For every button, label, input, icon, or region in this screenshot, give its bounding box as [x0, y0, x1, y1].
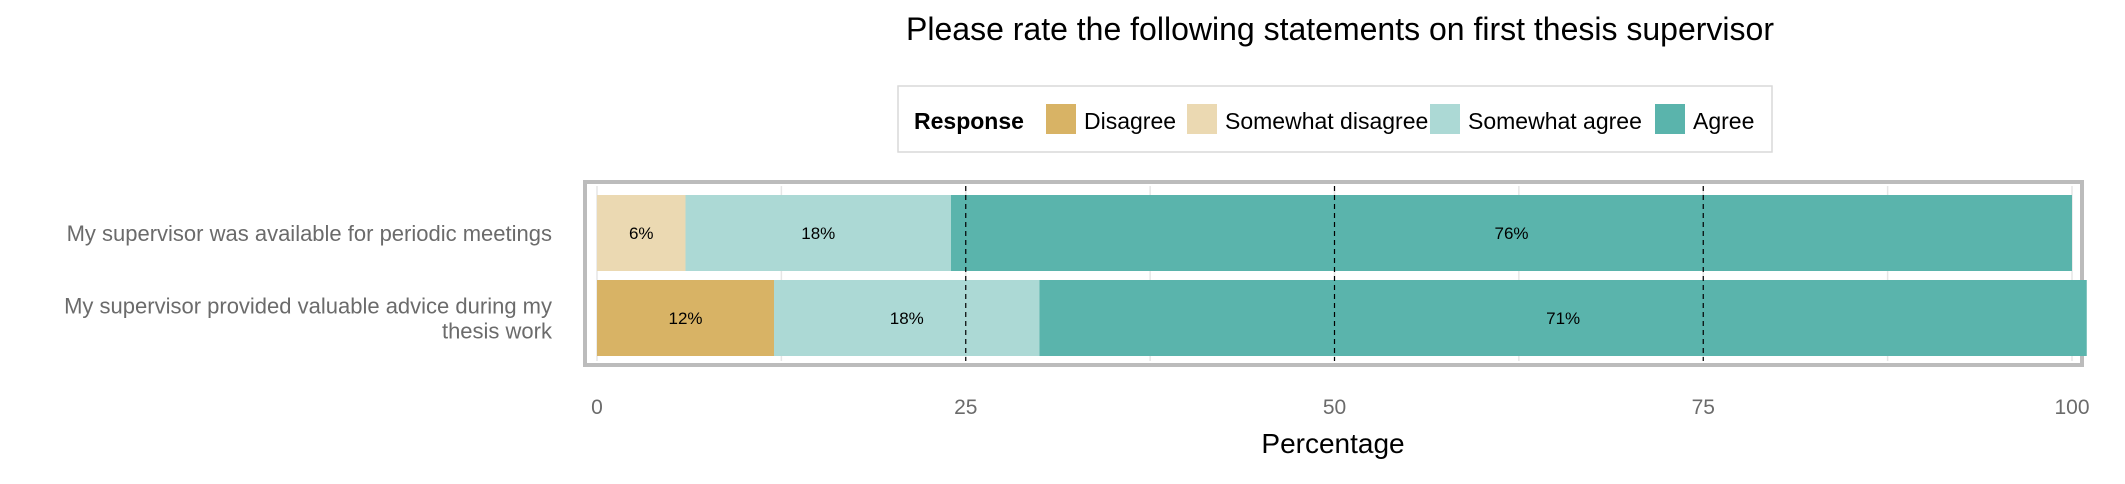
plot-area: 6% 18% 76% 12% 18% 71%: [583, 180, 2087, 367]
legend-title: Response: [914, 108, 1024, 134]
chart-title: Please rate the following statements on …: [906, 11, 1774, 47]
legend: Response Disagree Somewhat disagree Somewh…: [897, 85, 1773, 153]
legend-key: [1046, 104, 1076, 134]
legend-label: Agree: [1693, 108, 1754, 134]
bar-segment: [774, 280, 1040, 356]
legend-label: Disagree: [1084, 108, 1176, 134]
x-axis-title: Percentage: [1261, 428, 1404, 459]
x-tick-label: 75: [1692, 396, 1715, 419]
bar-value-label: 12%: [668, 309, 702, 328]
bar-value-label: 18%: [890, 309, 924, 328]
bar-segment: [951, 195, 2072, 271]
bar-value-label: 71%: [1546, 309, 1580, 328]
legend-label: Somewhat agree: [1468, 108, 1642, 134]
legend-key: [1187, 104, 1217, 134]
bar-segment: [597, 280, 774, 356]
category-label: thesis work: [442, 319, 553, 344]
legend-key: [1430, 104, 1460, 134]
x-tick-label: 100: [2054, 396, 2089, 419]
category-label: My supervisor was available for periodic…: [67, 221, 552, 246]
x-tick-label: 0: [591, 396, 603, 419]
legend-label: Somewhat disagree: [1225, 108, 1428, 134]
legend-box: [897, 85, 1773, 153]
bar-segment: [685, 195, 951, 271]
bar-value-label: 76%: [1494, 224, 1528, 243]
bar-segment: [1039, 280, 2087, 356]
bar-segment: [597, 195, 686, 271]
bar-value-label: 6%: [629, 224, 654, 243]
legend-key: [1655, 104, 1685, 134]
category-label: My supervisor provided valuable advice d…: [64, 294, 552, 319]
x-tick-label: 50: [1323, 396, 1346, 419]
x-tick-label: 25: [954, 396, 977, 419]
bar-value-label: 18%: [801, 224, 835, 243]
